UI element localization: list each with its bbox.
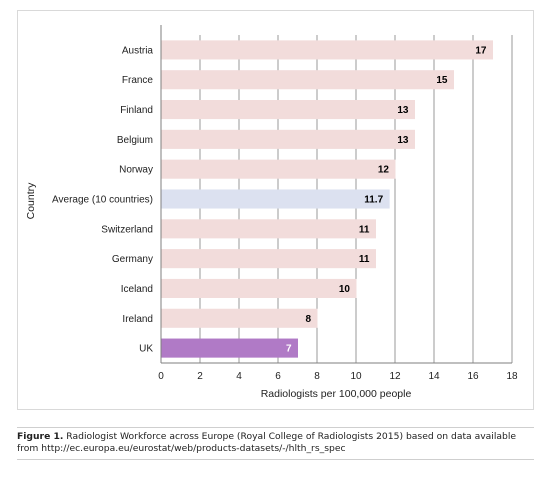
category-label: Austria <box>122 45 154 56</box>
category-label: Germany <box>112 254 153 265</box>
x-tick-label: 6 <box>275 371 281 382</box>
x-tick-label: 4 <box>236 371 242 382</box>
bar-chart: 17 15 13 13 12 11.7 11 11 10 8 7 0 2 4 6 8 10 12 14 16 18 Au… <box>25 25 518 400</box>
x-tick-label: 8 <box>314 371 320 382</box>
category-label: Belgium <box>117 135 153 146</box>
bar <box>161 189 390 209</box>
figure-caption-text: Radiologist Workforce across Europe (Roy… <box>17 431 517 454</box>
data-label: 11 <box>359 224 370 235</box>
x-tick-label: 16 <box>467 371 479 382</box>
bars: 17 15 13 13 12 11.7 11 11 10 8 7 <box>161 40 493 358</box>
bar <box>161 338 298 358</box>
x-tick-label: 18 <box>506 371 518 382</box>
y-axis-title: Country <box>25 182 37 220</box>
data-label: 13 <box>397 135 409 146</box>
x-tick-label: 10 <box>350 371 362 382</box>
x-tick-label: 12 <box>389 371 401 382</box>
category-label: Ireland <box>122 314 153 325</box>
category-label: Switzerland <box>101 224 153 235</box>
bar <box>161 40 493 60</box>
bar <box>161 249 376 269</box>
bar <box>161 70 454 90</box>
data-label: 7 <box>286 344 292 355</box>
data-label: 11.7 <box>364 195 383 206</box>
category-label: Iceland <box>121 284 153 295</box>
x-axis-title: Radiologists per 100,000 people <box>261 388 412 400</box>
bar <box>161 278 357 298</box>
category-label: UK <box>139 344 153 355</box>
chart-frame: 17 15 13 13 12 11.7 11 11 10 8 7 0 2 4 6 8 10 12 14 16 18 Au… <box>17 10 534 410</box>
bar <box>161 129 415 149</box>
category-label: Finland <box>120 105 153 116</box>
bar <box>161 159 396 179</box>
data-label: 12 <box>378 165 390 176</box>
bar <box>161 308 318 328</box>
category-label: Norway <box>119 165 153 176</box>
data-label: 11 <box>359 254 370 265</box>
data-label: 13 <box>397 105 409 116</box>
data-label: 15 <box>436 75 448 86</box>
bar <box>161 219 376 239</box>
data-label: 10 <box>339 284 351 295</box>
bar <box>161 100 415 120</box>
figure-label: Figure 1. <box>17 431 64 442</box>
data-label: 8 <box>305 314 311 325</box>
x-tick-label: 2 <box>197 371 203 382</box>
x-tick-label: 0 <box>158 371 164 382</box>
figure-caption: Figure 1. Radiologist Workforce across E… <box>17 427 534 460</box>
x-tick-label: 14 <box>428 371 440 382</box>
category-label: Average (10 countries) <box>52 195 153 206</box>
category-label: France <box>122 75 154 86</box>
data-label: 17 <box>475 45 487 56</box>
axes: 0 2 4 6 8 10 12 14 16 18 Austria France Finland Belgi… <box>52 25 518 382</box>
